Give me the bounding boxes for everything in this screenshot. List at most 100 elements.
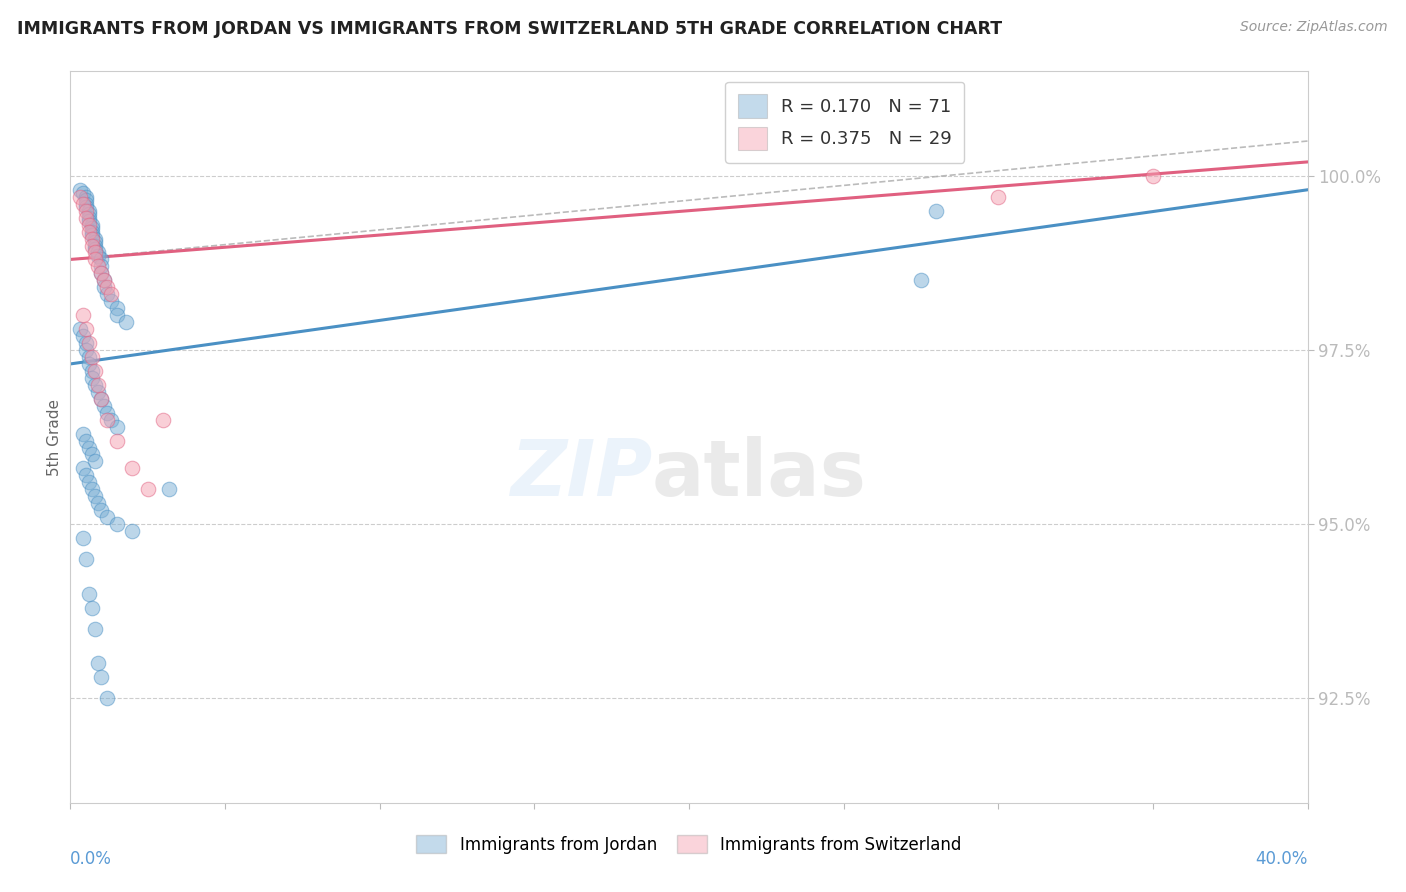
- Text: ZIP: ZIP: [509, 435, 652, 512]
- Point: [77, 587, 100, 601]
- Point: [1142, 169, 1164, 183]
- Point: [75, 190, 97, 204]
- Point: [80, 218, 103, 232]
- Point: [77, 225, 100, 239]
- Point: [77, 350, 100, 364]
- Point: [75, 468, 97, 483]
- Point: [100, 287, 122, 301]
- Point: [77, 336, 100, 351]
- Point: [90, 266, 112, 280]
- Point: [72, 308, 94, 322]
- Point: [84, 622, 107, 636]
- Text: Source: ZipAtlas.com: Source: ZipAtlas.com: [1240, 20, 1388, 34]
- Point: [90, 392, 112, 406]
- Point: [105, 517, 128, 532]
- Point: [80, 448, 103, 462]
- Point: [80, 371, 103, 385]
- Point: [75, 552, 97, 566]
- Point: [80, 600, 103, 615]
- Text: 0.0%: 0.0%: [70, 850, 112, 868]
- Point: [84, 242, 107, 256]
- Point: [100, 294, 122, 309]
- Point: [96, 510, 118, 524]
- Point: [93, 273, 115, 287]
- Point: [80, 225, 103, 239]
- Point: [84, 377, 107, 392]
- Point: [75, 336, 97, 351]
- Point: [84, 238, 107, 252]
- Point: [93, 280, 115, 294]
- Point: [75, 196, 97, 211]
- Point: [80, 221, 103, 235]
- Point: [72, 461, 94, 475]
- Point: [87, 245, 110, 260]
- Point: [96, 412, 118, 426]
- Point: [96, 691, 118, 706]
- Point: [80, 364, 103, 378]
- Point: [80, 228, 103, 243]
- Text: atlas: atlas: [652, 435, 866, 512]
- Point: [75, 203, 97, 218]
- Point: [87, 657, 110, 671]
- Point: [84, 231, 107, 245]
- Text: IMMIGRANTS FROM JORDAN VS IMMIGRANTS FROM SWITZERLAND 5TH GRADE CORRELATION CHAR: IMMIGRANTS FROM JORDAN VS IMMIGRANTS FRO…: [17, 20, 1002, 37]
- Point: [925, 203, 948, 218]
- Text: 40.0%: 40.0%: [1256, 850, 1308, 868]
- Point: [84, 489, 107, 503]
- Point: [90, 503, 112, 517]
- Point: [72, 186, 94, 201]
- Point: [105, 419, 128, 434]
- Point: [84, 252, 107, 267]
- Point: [87, 260, 110, 274]
- Point: [93, 399, 115, 413]
- Point: [77, 211, 100, 225]
- Point: [77, 441, 100, 455]
- Point: [75, 200, 97, 214]
- Point: [75, 193, 97, 207]
- Point: [90, 392, 112, 406]
- Point: [96, 406, 118, 420]
- Point: [75, 211, 97, 225]
- Point: [77, 203, 100, 218]
- Point: [75, 322, 97, 336]
- Point: [77, 214, 100, 228]
- Point: [105, 434, 128, 448]
- Point: [69, 190, 91, 204]
- Point: [80, 238, 103, 252]
- Point: [84, 364, 107, 378]
- Point: [121, 461, 143, 475]
- Point: [84, 245, 107, 260]
- Point: [910, 273, 932, 287]
- Point: [77, 218, 100, 232]
- Point: [100, 412, 122, 426]
- Point: [90, 260, 112, 274]
- Point: [121, 524, 143, 538]
- Point: [84, 235, 107, 249]
- Point: [72, 426, 94, 441]
- Point: [987, 190, 1010, 204]
- Point: [75, 343, 97, 357]
- Point: [96, 280, 118, 294]
- Point: [152, 412, 174, 426]
- Point: [96, 287, 118, 301]
- Point: [87, 496, 110, 510]
- Point: [87, 249, 110, 263]
- Point: [69, 322, 91, 336]
- Point: [115, 315, 138, 329]
- Point: [72, 196, 94, 211]
- Point: [80, 350, 103, 364]
- Point: [93, 273, 115, 287]
- Point: [77, 207, 100, 221]
- Legend: Immigrants from Jordan, Immigrants from Switzerland: Immigrants from Jordan, Immigrants from …: [412, 830, 966, 859]
- Point: [84, 454, 107, 468]
- Point: [90, 670, 112, 684]
- Point: [75, 434, 97, 448]
- Point: [87, 384, 110, 399]
- Point: [157, 483, 180, 497]
- Point: [77, 357, 100, 371]
- Y-axis label: 5th Grade: 5th Grade: [46, 399, 62, 475]
- Point: [69, 183, 91, 197]
- Point: [80, 483, 103, 497]
- Point: [80, 231, 103, 245]
- Point: [77, 475, 100, 490]
